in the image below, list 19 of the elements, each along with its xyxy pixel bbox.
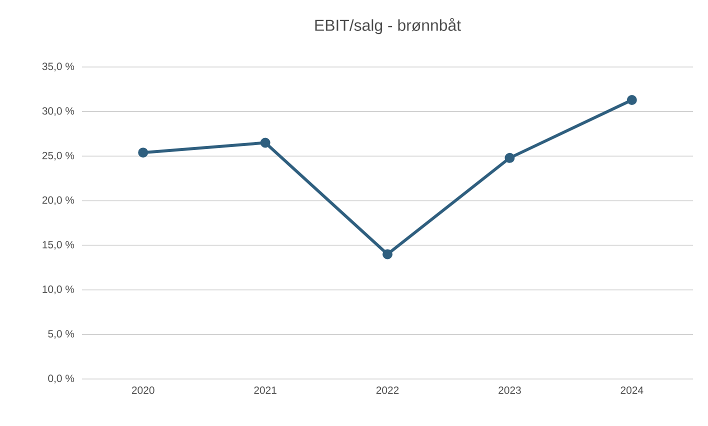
x-tick-label: 2022	[376, 386, 399, 394]
x-tick-label: 2024	[620, 386, 644, 394]
x-tick-label: 2021	[254, 386, 276, 394]
y-tick-label: 5,0 %	[48, 330, 74, 339]
y-tick-label: 0,0 %	[48, 374, 74, 384]
y-tick-label: 25,0 %	[42, 152, 74, 160]
point	[504, 152, 515, 163]
y-tick-label: 35,0 %	[42, 62, 74, 72]
y-tick-label: 20,0 %	[42, 196, 74, 206]
point	[626, 94, 637, 105]
x-tick-label: 2023	[498, 386, 521, 394]
point	[382, 249, 393, 260]
y-tick-label: 15,0 %	[42, 240, 74, 250]
point	[138, 148, 148, 158]
y-tick-label: 10,0 %	[42, 286, 74, 294]
chart-title: EBIT/salg - brønnbåt	[315, 18, 461, 34]
y-tick-label: 30,0 %	[42, 107, 74, 116]
point	[260, 138, 270, 148]
x-tick-label: 2020	[132, 386, 154, 394]
